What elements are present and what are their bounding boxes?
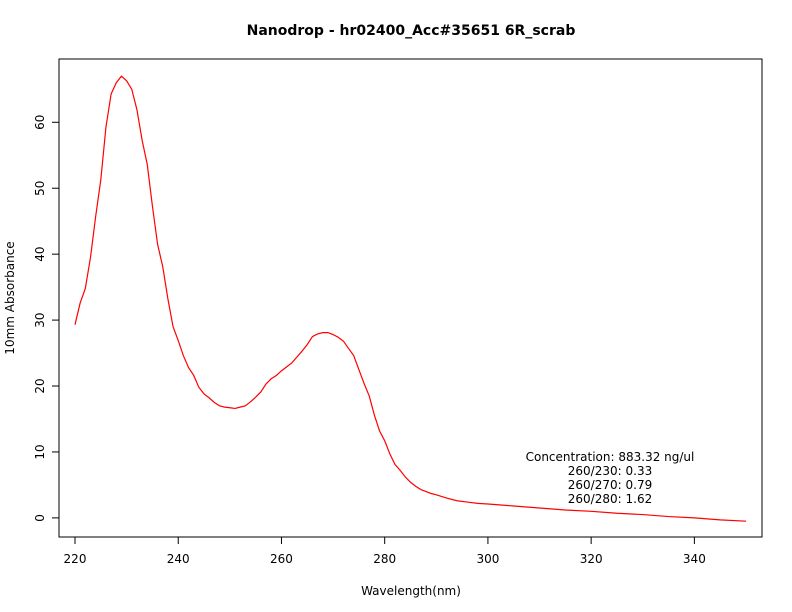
x-axis-label: Wavelength(nm)	[361, 584, 461, 598]
stats-annotation: Concentration: 883.32 ng/ul 260/230: 0.3…	[526, 450, 695, 506]
y-tick-label: 50	[33, 181, 47, 196]
chart-title: Nanodrop - hr02400_Acc#35651 6R_scrab	[247, 23, 576, 39]
y-tick-label: 40	[33, 247, 47, 262]
x-tick-label: 340	[683, 552, 706, 566]
ratio-260-280-text: 260/280: 1.62	[568, 492, 652, 506]
x-tick-label: 240	[167, 552, 190, 566]
ratio-260-230-text: 260/230: 0.33	[568, 464, 652, 478]
x-tick-label: 300	[476, 552, 499, 566]
x-tick-label: 220	[64, 552, 87, 566]
y-axis: 0 10 20 30 40 50 60	[33, 115, 59, 522]
y-tick-label: 10	[33, 444, 47, 459]
y-tick-label: 0	[33, 514, 47, 522]
x-tick-label: 320	[580, 552, 603, 566]
plot-frame	[58, 58, 763, 538]
concentration-text: Concentration: 883.32 ng/ul	[526, 450, 695, 464]
absorbance-series-line	[74, 75, 747, 522]
y-tick-label: 60	[33, 115, 47, 130]
ratio-260-270-text: 260/270: 0.79	[568, 478, 652, 492]
y-tick-label: 30	[33, 312, 47, 327]
x-tick-label: 260	[270, 552, 293, 566]
y-axis-label: 10mm Absorbance	[3, 241, 17, 354]
x-tick-label: 280	[373, 552, 396, 566]
x-axis: 220 240 260 280 300 320 340	[64, 537, 706, 566]
y-tick-label: 20	[33, 378, 47, 393]
